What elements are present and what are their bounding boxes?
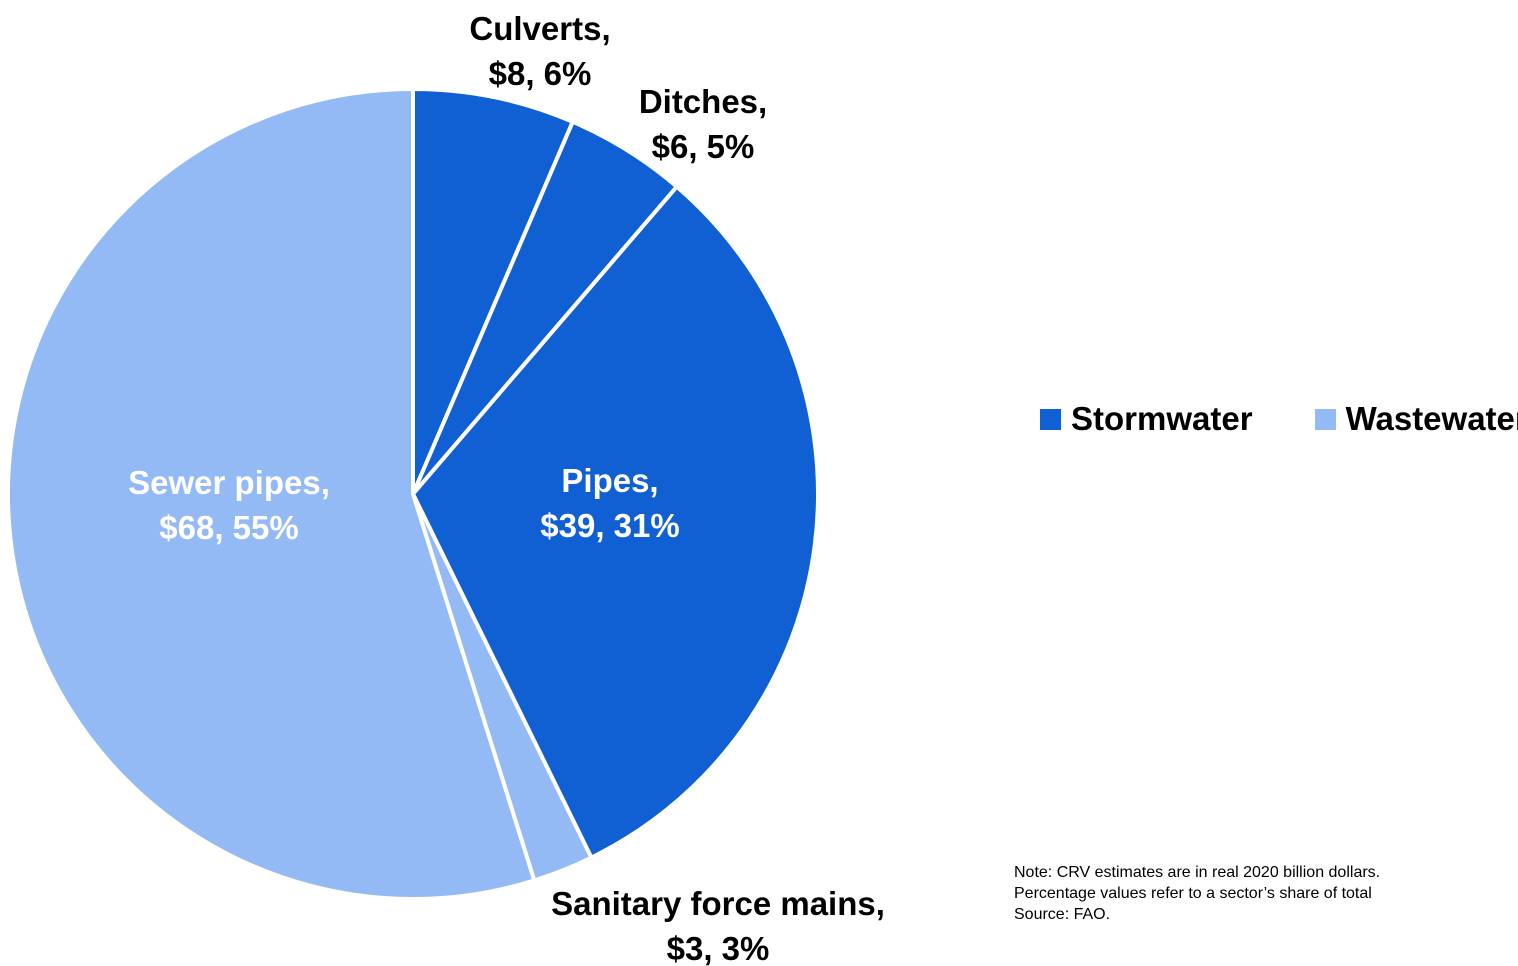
slice-label-culverts: Culverts, $8, 6% bbox=[469, 10, 610, 92]
legend-item-wastewater: Wastewater bbox=[1314, 400, 1518, 438]
slice-label-name: Ditches, bbox=[639, 83, 767, 120]
slice-label-value: $3, 3% bbox=[667, 930, 770, 966]
pie-slice-pipes bbox=[411, 184, 821, 860]
note-line: Note: CRV estimates are in real 2020 bil… bbox=[1014, 864, 1381, 881]
slice-label-sanitary-force-mains: Sanitary force mains, $3, 3% bbox=[551, 885, 885, 966]
slice-label-name: Pipes, bbox=[561, 462, 658, 499]
slice-label-name: Culverts, bbox=[469, 10, 610, 47]
slice-label-value: $39, 31% bbox=[540, 507, 679, 544]
slice-label-value: $68, 55% bbox=[159, 509, 298, 546]
slice-label-pipes: Pipes, $39, 31% bbox=[540, 462, 679, 544]
legend-swatch-wastewater bbox=[1314, 408, 1336, 430]
legend-item-stormwater: Stormwater bbox=[1040, 400, 1253, 438]
slice-label-value: $8, 6% bbox=[489, 55, 592, 92]
slice-label-sewer-pipes: Sewer pipes, $68, 55% bbox=[128, 464, 330, 546]
slice-label-ditches: Ditches, $6, 5% bbox=[639, 83, 767, 165]
pie-slice-culverts bbox=[411, 87, 575, 496]
slice-label-name: Sanitary force mains, bbox=[551, 885, 885, 922]
chart-note: Note: CRV estimates are in real 2020 bil… bbox=[1014, 862, 1518, 925]
note-line: Percentage values refer to a sector’s sh… bbox=[1014, 885, 1372, 902]
legend: Stormwater Wastewater bbox=[1040, 400, 1518, 438]
pie-slice-sewer-pipes bbox=[6, 87, 537, 901]
slice-label-value: $6, 5% bbox=[652, 128, 755, 165]
legend-label-wastewater: Wastewater bbox=[1345, 400, 1518, 437]
legend-swatch-stormwater bbox=[1040, 408, 1061, 430]
legend-label-stormwater: Stormwater bbox=[1071, 400, 1253, 437]
slice-label-name: Sewer pipes, bbox=[128, 464, 330, 501]
note-line: Source: FAO. bbox=[1014, 906, 1111, 923]
